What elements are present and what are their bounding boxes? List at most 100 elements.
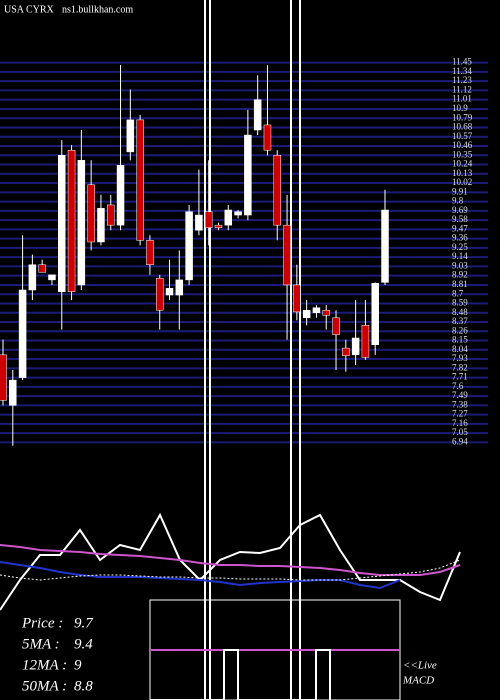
y-tick-label: 9.69 — [452, 205, 468, 215]
candle-body — [302, 309, 311, 319]
y-tick-label: 10.35 — [452, 149, 473, 159]
y-tick-label: 9.8 — [452, 196, 464, 206]
candle-body — [224, 209, 233, 226]
indicator-value: 8.8 — [74, 678, 93, 694]
candle-body — [204, 211, 213, 228]
y-tick-label: 8.81 — [452, 279, 468, 289]
candle-body — [371, 283, 379, 345]
candle-body — [351, 337, 360, 356]
y-tick-label: 8.48 — [452, 307, 468, 317]
candle-body — [312, 307, 321, 313]
y-tick-label: 10.46 — [452, 140, 473, 150]
candle-body — [155, 277, 164, 311]
candle-body — [195, 214, 203, 231]
y-tick-label: 10.13 — [452, 168, 473, 178]
y-tick-label: 7.82 — [452, 362, 468, 372]
indicator-label: 50MA : — [22, 678, 67, 694]
y-tick-label: 8.92 — [452, 270, 468, 280]
y-tick-label: 9.47 — [452, 223, 468, 233]
macd-line — [0, 544, 461, 576]
y-tick-label: 8.04 — [452, 344, 468, 354]
candle-body — [136, 119, 144, 241]
source: ns1.bullkhan.com — [62, 4, 133, 15]
candle-body — [58, 155, 66, 292]
y-tick-label: 10.9 — [452, 103, 468, 113]
y-tick-label: 9.91 — [452, 186, 468, 196]
y-tick-label: 11.23 — [452, 75, 472, 85]
macd-line — [0, 559, 461, 581]
y-tick-label: 7.27 — [452, 409, 468, 419]
candle-body — [293, 284, 301, 313]
y-tick-label: 7.16 — [452, 418, 468, 428]
y-tick-label: 9.14 — [452, 251, 468, 261]
candle-body — [253, 99, 262, 131]
symbol: USA CYRX — [4, 4, 55, 15]
candle-body — [97, 208, 105, 243]
y-tick-label: 10.24 — [452, 159, 473, 169]
candle-body — [175, 279, 184, 296]
candle-body — [18, 289, 27, 378]
candle-body — [322, 309, 330, 316]
y-tick-label: 9.25 — [452, 242, 468, 252]
candle-body — [48, 274, 56, 281]
y-tick-label: 7.38 — [452, 399, 468, 409]
macd-line — [0, 512, 461, 611]
macd-line — [0, 561, 401, 590]
candle-body — [67, 149, 76, 292]
candle-body — [126, 119, 135, 153]
candle-body — [0, 354, 7, 401]
candle-body — [28, 264, 37, 291]
y-tick-label: 11.34 — [452, 66, 472, 76]
live-label: <<Live — [403, 660, 437, 672]
y-tick-label: 7.05 — [452, 427, 468, 437]
candle-body — [106, 204, 115, 226]
y-tick-label: 7.71 — [452, 372, 468, 382]
candle-body — [273, 155, 282, 226]
candle-body — [38, 264, 46, 273]
y-tick-label: 8.59 — [452, 298, 468, 308]
y-tick-label: 11.12 — [452, 84, 472, 94]
candle-body — [381, 209, 389, 283]
y-tick-label: 10.68 — [452, 122, 473, 132]
candle-body — [234, 211, 242, 216]
candle-body — [214, 224, 223, 228]
y-tick-label: 6.94 — [452, 436, 468, 446]
y-tick-label: 8.37 — [452, 316, 468, 326]
candle-body — [342, 347, 350, 356]
y-tick-label: 8.7 — [452, 288, 464, 298]
y-tick-label: 9.58 — [452, 214, 468, 224]
y-tick-label: 10.02 — [452, 177, 472, 187]
indicator-value: 9.4 — [74, 636, 93, 652]
live-name: MACD — [402, 675, 434, 687]
y-tick-label: 7.93 — [452, 353, 468, 363]
candle-body — [283, 224, 291, 286]
candle-body — [263, 124, 272, 151]
y-tick-label: 9.03 — [452, 260, 468, 270]
candle-body — [244, 134, 252, 216]
macd-signal — [150, 649, 331, 700]
y-tick-label: 10.57 — [452, 131, 473, 141]
candle-body — [9, 379, 17, 406]
y-tick-label: 11.45 — [452, 57, 472, 67]
y-tick-label: 10.79 — [452, 112, 473, 122]
indicator-label: 12MA : — [22, 657, 67, 673]
indicator-value: 9 — [74, 657, 82, 673]
y-tick-label: 7.6 — [452, 381, 464, 391]
y-tick-label: 8.15 — [452, 335, 468, 345]
indicator-label: Price : — [21, 615, 63, 631]
candle-body — [87, 184, 95, 243]
candle-body — [185, 211, 193, 281]
y-tick-label: 9.36 — [452, 233, 468, 243]
candle-body — [77, 160, 86, 286]
candle-body — [146, 240, 154, 265]
y-tick-label: 11.01 — [452, 94, 472, 104]
indicator-label: 5MA : — [22, 636, 60, 652]
candle-body — [165, 288, 174, 296]
y-tick-label: 7.49 — [452, 390, 468, 400]
candle-body — [116, 165, 125, 226]
candle-body — [361, 325, 370, 358]
y-tick-label: 8.26 — [452, 325, 468, 335]
indicator-value: 9.7 — [74, 615, 94, 631]
candle-body — [332, 317, 340, 335]
